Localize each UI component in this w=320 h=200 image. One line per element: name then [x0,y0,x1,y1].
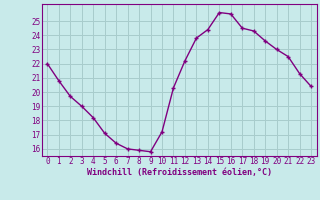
X-axis label: Windchill (Refroidissement éolien,°C): Windchill (Refroidissement éolien,°C) [87,168,272,177]
